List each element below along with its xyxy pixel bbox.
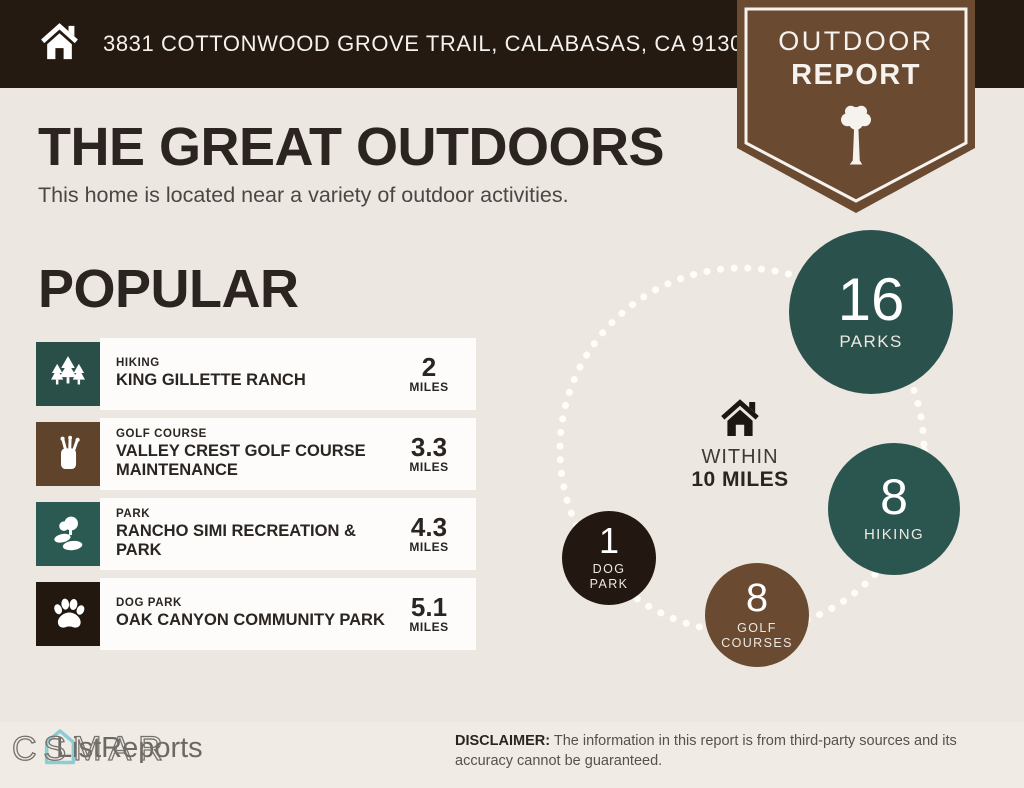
paw-icon bbox=[36, 582, 100, 646]
item-unit: MILES bbox=[409, 460, 449, 474]
footer-band bbox=[0, 722, 1024, 788]
golf-label: GOLF COURSES bbox=[721, 621, 793, 650]
item-distance: 2 bbox=[421, 352, 437, 382]
dog-label: DOG PARK bbox=[589, 562, 629, 592]
item-category: HIKING bbox=[116, 357, 160, 370]
golf-bag-icon bbox=[36, 422, 100, 486]
disclaimer-label: DISCLAIMER: bbox=[455, 733, 551, 749]
item-distance: 5.1 bbox=[410, 592, 448, 622]
logo-text: ListReports bbox=[56, 732, 203, 764]
bubble-dog-park: 1 DOG PARK bbox=[562, 511, 656, 605]
item-distance: 4.3 bbox=[410, 512, 448, 542]
item-unit: MILES bbox=[409, 380, 449, 394]
item-name: RANCHO SIMI RECREATION & PARK bbox=[116, 521, 356, 559]
badge-line2: REPORT bbox=[791, 59, 921, 91]
page-subtitle: This home is located near a variety of o… bbox=[38, 183, 569, 207]
bubble-golf-courses: 8 GOLF COURSES bbox=[705, 563, 809, 667]
tree-icon bbox=[737, 100, 975, 175]
item-category: GOLF COURSE bbox=[116, 427, 207, 440]
bubble-parks: 16 PARKS bbox=[789, 230, 953, 394]
golf-count: 8 bbox=[745, 576, 769, 620]
dog-count: 1 bbox=[598, 519, 620, 561]
item-name: VALLEY CREST GOLF COURSE MAINTENANCE bbox=[116, 441, 366, 479]
listreports-logo: ListReports CSMAR bbox=[11, 724, 252, 773]
within-label: WITHIN bbox=[701, 446, 779, 468]
home-icon bbox=[36, 18, 83, 70]
item-distance: 3.3 bbox=[410, 432, 448, 462]
list-item-park: PARK RANCHO SIMI RECREATION & PARK 4.3 M… bbox=[36, 498, 476, 570]
list-item-hiking: HIKING KING GILLETTE RANCH 2 MILES bbox=[36, 338, 476, 410]
property-address: 3831 COTTONWOOD GROVE TRAIL, CALABASAS, … bbox=[103, 31, 756, 56]
item-name: OAK CANYON COMMUNITY PARK bbox=[116, 611, 385, 630]
item-name: KING GILLETTE RANCH bbox=[116, 371, 306, 390]
house-outline-icon bbox=[38, 724, 82, 773]
item-unit: MILES bbox=[409, 620, 449, 634]
ribbon-shape bbox=[737, 0, 975, 213]
outdoor-report-badge: OUTDOOR REPORT bbox=[737, 0, 975, 213]
item-category: PARK bbox=[116, 507, 151, 520]
list-item-dog-park: DOG PARK OAK CANYON COMMUNITY PARK 5.1 M… bbox=[36, 578, 476, 650]
parks-count: 16 bbox=[837, 266, 905, 334]
parks-label: PARKS bbox=[839, 332, 903, 352]
within-miles: 10 MILES bbox=[691, 468, 789, 491]
mls-watermark: CSMAR bbox=[11, 729, 170, 768]
park-tree-icon bbox=[36, 502, 100, 566]
list-item-golf-course: GOLF COURSE VALLEY CREST GOLF COURSE MAI… bbox=[36, 418, 476, 490]
page-title: THE GREAT OUTDOORS bbox=[38, 117, 665, 177]
item-category: DOG PARK bbox=[116, 597, 182, 610]
pine-trees-icon bbox=[36, 342, 100, 406]
home-icon-diagram bbox=[716, 394, 764, 447]
hiking-label: HIKING bbox=[863, 525, 925, 543]
disclaimer: DISCLAIMER: The information in this repo… bbox=[455, 732, 992, 771]
popular-heading: POPULAR bbox=[38, 259, 299, 319]
badge-line1: OUTDOOR bbox=[778, 26, 934, 56]
hiking-count: 8 bbox=[880, 469, 908, 526]
bubble-hiking: 8 HIKING bbox=[828, 443, 960, 575]
item-unit: MILES bbox=[409, 540, 449, 554]
popular-list: HIKING KING GILLETTE RANCH 2 MILES bbox=[36, 338, 476, 650]
disclaimer-text: The information in this report is from t… bbox=[455, 733, 957, 769]
